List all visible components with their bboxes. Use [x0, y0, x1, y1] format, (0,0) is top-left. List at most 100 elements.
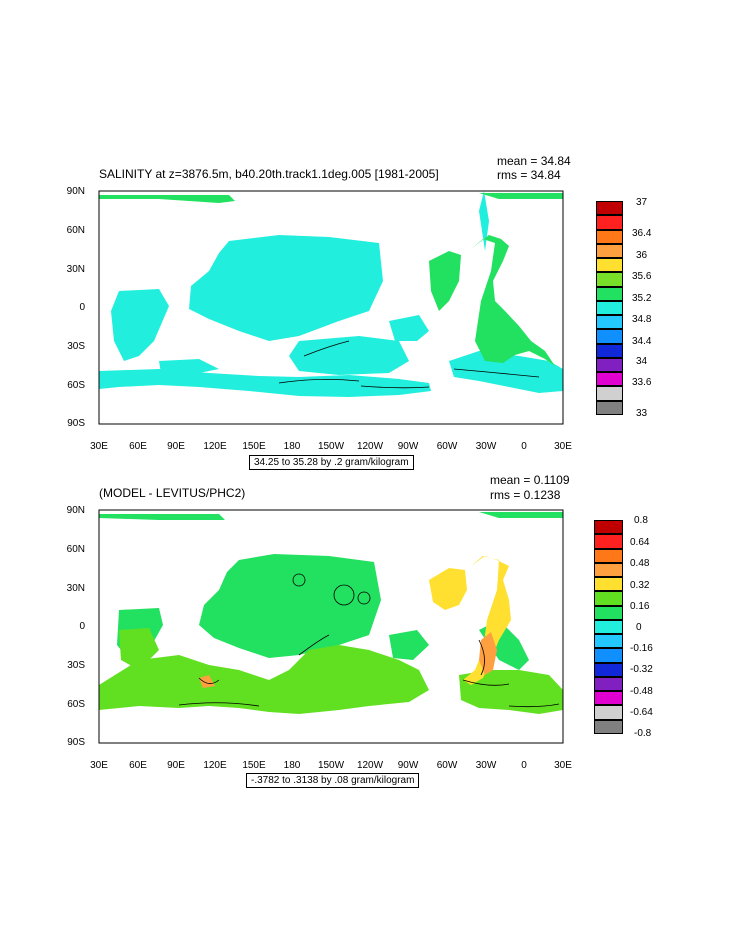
y-tick-label: 60S — [67, 699, 85, 710]
colorbar-label: -0.64 — [630, 707, 653, 718]
colorbar-swatch — [596, 258, 623, 273]
x-tick-label: 60E — [129, 441, 147, 452]
colorbar-label: 0.48 — [630, 558, 650, 569]
colorbar-swatch — [596, 372, 623, 387]
x-tick-label: 30E — [90, 441, 108, 452]
x-tick-label: 90W — [397, 760, 419, 771]
y-tick-label: 90S — [67, 418, 85, 429]
colorbar-swatch — [594, 534, 623, 549]
panel1-contour-info: 34.25 to 35.28 by .2 gram/kilogram — [249, 455, 414, 470]
colorbar-label: 34.8 — [632, 314, 652, 325]
y-tick-label: 0 — [79, 302, 85, 313]
map-salinity — [98, 190, 564, 425]
x-tick-label: 120W — [356, 760, 384, 771]
colorbar-swatch — [594, 562, 623, 578]
colorbar-swatch — [596, 386, 623, 401]
colorbar-swatch — [596, 243, 623, 259]
panel2-rms: rms = 0.1238 — [490, 488, 561, 502]
colorbar-label: 0.8 — [634, 515, 648, 526]
panel1-colorbar — [596, 201, 623, 415]
colorbar-label: 34 — [636, 356, 648, 367]
x-tick-label: 180 — [283, 760, 301, 771]
colorbar-swatch — [594, 691, 623, 706]
colorbar-swatch — [594, 705, 623, 720]
x-tick-label: 120E — [203, 441, 227, 452]
difference-field-south — [99, 628, 563, 714]
y-tick-label: 30N — [66, 264, 85, 275]
x-tick-label: 150W — [317, 441, 345, 452]
x-tick-label: 60E — [129, 760, 147, 771]
colorbar-label: 0 — [636, 622, 642, 633]
panel1-title: SALINITY at z=3876.5m, b40.20th.track1.1… — [99, 167, 439, 181]
colorbar-swatch — [596, 315, 623, 330]
x-tick-label: 30W — [475, 760, 497, 771]
y-tick-label: 90S — [67, 737, 85, 748]
colorbar-swatch — [594, 634, 623, 649]
colorbar-swatch — [596, 343, 623, 358]
y-tick-label: 30N — [66, 583, 85, 594]
colorbar-swatch — [594, 577, 623, 592]
colorbar-label: 36.4 — [632, 228, 652, 239]
colorbar-swatch — [596, 272, 623, 287]
colorbar-swatch — [594, 520, 623, 535]
colorbar-label: 35.2 — [632, 293, 652, 304]
colorbar-label: 34.4 — [632, 336, 652, 347]
colorbar-swatch — [596, 215, 623, 230]
colorbar-swatch — [596, 329, 623, 344]
x-tick-label: 150E — [242, 760, 266, 771]
colorbar-label: -0.48 — [630, 686, 653, 697]
salinity-contours — [278, 340, 540, 389]
colorbar-label: -0.16 — [630, 643, 653, 654]
salinity-field — [99, 191, 563, 397]
colorbar-label: 0.64 — [630, 537, 650, 548]
panel1-rms: rms = 34.84 — [497, 168, 561, 182]
colorbar-label: -0.32 — [630, 664, 653, 675]
colorbar-swatch — [596, 229, 623, 244]
colorbar-label: 37 — [636, 197, 648, 208]
colorbar-swatch — [594, 605, 623, 620]
colorbar-label: 33.6 — [632, 377, 652, 388]
colorbar-swatch — [596, 300, 623, 316]
colorbar-swatch — [594, 548, 623, 563]
x-tick-label: 180 — [283, 441, 301, 452]
x-tick-label: 90E — [167, 441, 185, 452]
x-tick-label: 60W — [436, 760, 458, 771]
x-tick-label: 30E — [90, 760, 108, 771]
x-tick-label: 0 — [521, 441, 527, 452]
colorbar-label: 35.6 — [632, 271, 652, 282]
colorbar-swatch — [594, 648, 623, 663]
x-tick-label: 0 — [521, 760, 527, 771]
colorbar-label: 33 — [636, 408, 648, 419]
y-tick-label: 30S — [67, 341, 85, 352]
colorbar-swatch — [594, 591, 623, 606]
difference-contours — [178, 573, 560, 708]
x-tick-label: 150W — [317, 760, 345, 771]
y-tick-label: 60N — [66, 544, 85, 555]
colorbar-label: 36 — [636, 250, 648, 261]
difference-field-high — [199, 632, 497, 688]
x-tick-label: 60W — [436, 441, 458, 452]
panel1-mean: mean = 34.84 — [497, 154, 571, 168]
colorbar-label: 0.32 — [630, 580, 650, 591]
y-tick-label: 0 — [79, 621, 85, 632]
panel2-colorbar — [594, 520, 623, 734]
colorbar-swatch — [594, 662, 623, 677]
colorbar-swatch — [596, 201, 623, 216]
colorbar-label: -0.8 — [634, 728, 652, 739]
colorbar-label: 0.16 — [630, 601, 650, 612]
panel2-mean: mean = 0.1109 — [490, 473, 570, 487]
map-difference — [98, 509, 564, 744]
colorbar-swatch — [596, 400, 623, 415]
x-tick-label: 30W — [475, 441, 497, 452]
x-tick-label: 150E — [242, 441, 266, 452]
x-tick-label: 30E — [554, 760, 572, 771]
colorbar-swatch — [594, 619, 623, 635]
y-tick-label: 90N — [66, 186, 85, 197]
panel2-contour-info: -.3782 to .3138 by .08 gram/kilogram — [246, 773, 420, 788]
colorbar-swatch — [594, 719, 623, 734]
x-tick-label: 90W — [397, 441, 419, 452]
y-tick-label: 60N — [66, 225, 85, 236]
colorbar-swatch — [594, 676, 623, 692]
x-tick-label: 90E — [167, 760, 185, 771]
x-tick-label: 120W — [356, 441, 384, 452]
